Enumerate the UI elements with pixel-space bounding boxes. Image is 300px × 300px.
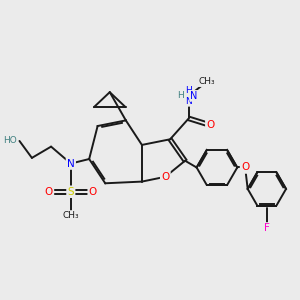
- Text: O: O: [241, 163, 249, 172]
- Text: HO: HO: [3, 136, 17, 146]
- Text: O: O: [206, 120, 214, 130]
- Text: CH₃: CH₃: [62, 211, 79, 220]
- Text: N: N: [67, 158, 75, 169]
- Text: CH₃: CH₃: [199, 77, 215, 86]
- Text: O: O: [89, 187, 97, 197]
- Text: O: O: [161, 172, 170, 182]
- Text: S: S: [68, 187, 74, 197]
- Text: F: F: [264, 224, 270, 233]
- Text: H
N: H N: [185, 86, 192, 106]
- Text: N: N: [190, 91, 197, 101]
- Text: O: O: [45, 187, 53, 197]
- Text: H: H: [177, 91, 184, 100]
